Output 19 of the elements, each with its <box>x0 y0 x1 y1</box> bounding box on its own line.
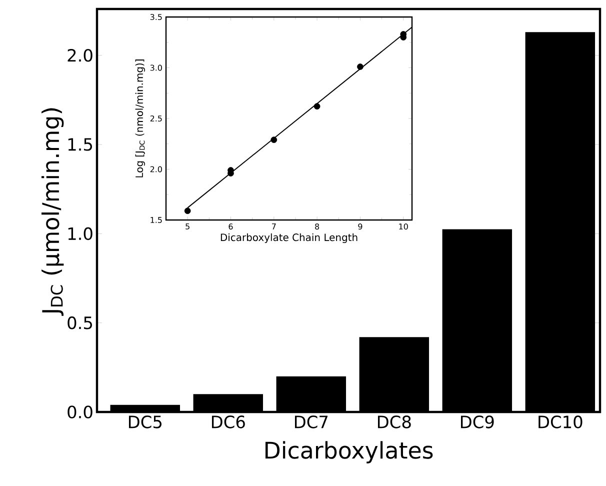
point <box>184 208 191 214</box>
x-axis-title: Dicarboxylates <box>266 441 433 464</box>
point <box>270 136 278 143</box>
y-tick-label: 2.0 <box>68 48 92 62</box>
x-tick-label: DC6 <box>212 416 245 428</box>
y-tick-label: 0.0 <box>68 406 92 418</box>
y-tick-label: 1.0 <box>68 227 92 240</box>
x-axis-title: Dicarboxylate Chain Length <box>220 233 358 244</box>
y-tick-label: 0.5 <box>68 316 92 330</box>
x-tick-label: DC7 <box>294 416 328 428</box>
point <box>357 64 364 70</box>
x-tick-label: DC9 <box>460 416 494 428</box>
point <box>314 103 320 110</box>
x-tick-label: DC10 <box>538 416 582 428</box>
y-tick-label: 1.5 <box>68 138 92 151</box>
x-tick-label: DC5 <box>128 416 162 428</box>
y-axis-title: Log [J$_{DC}$ (nmol/min.mg)] <box>135 60 145 178</box>
y-axis-title: J$_{DC}$ (µmol/min.mg) <box>42 108 64 316</box>
x-tick-label: DC8 <box>378 416 411 428</box>
